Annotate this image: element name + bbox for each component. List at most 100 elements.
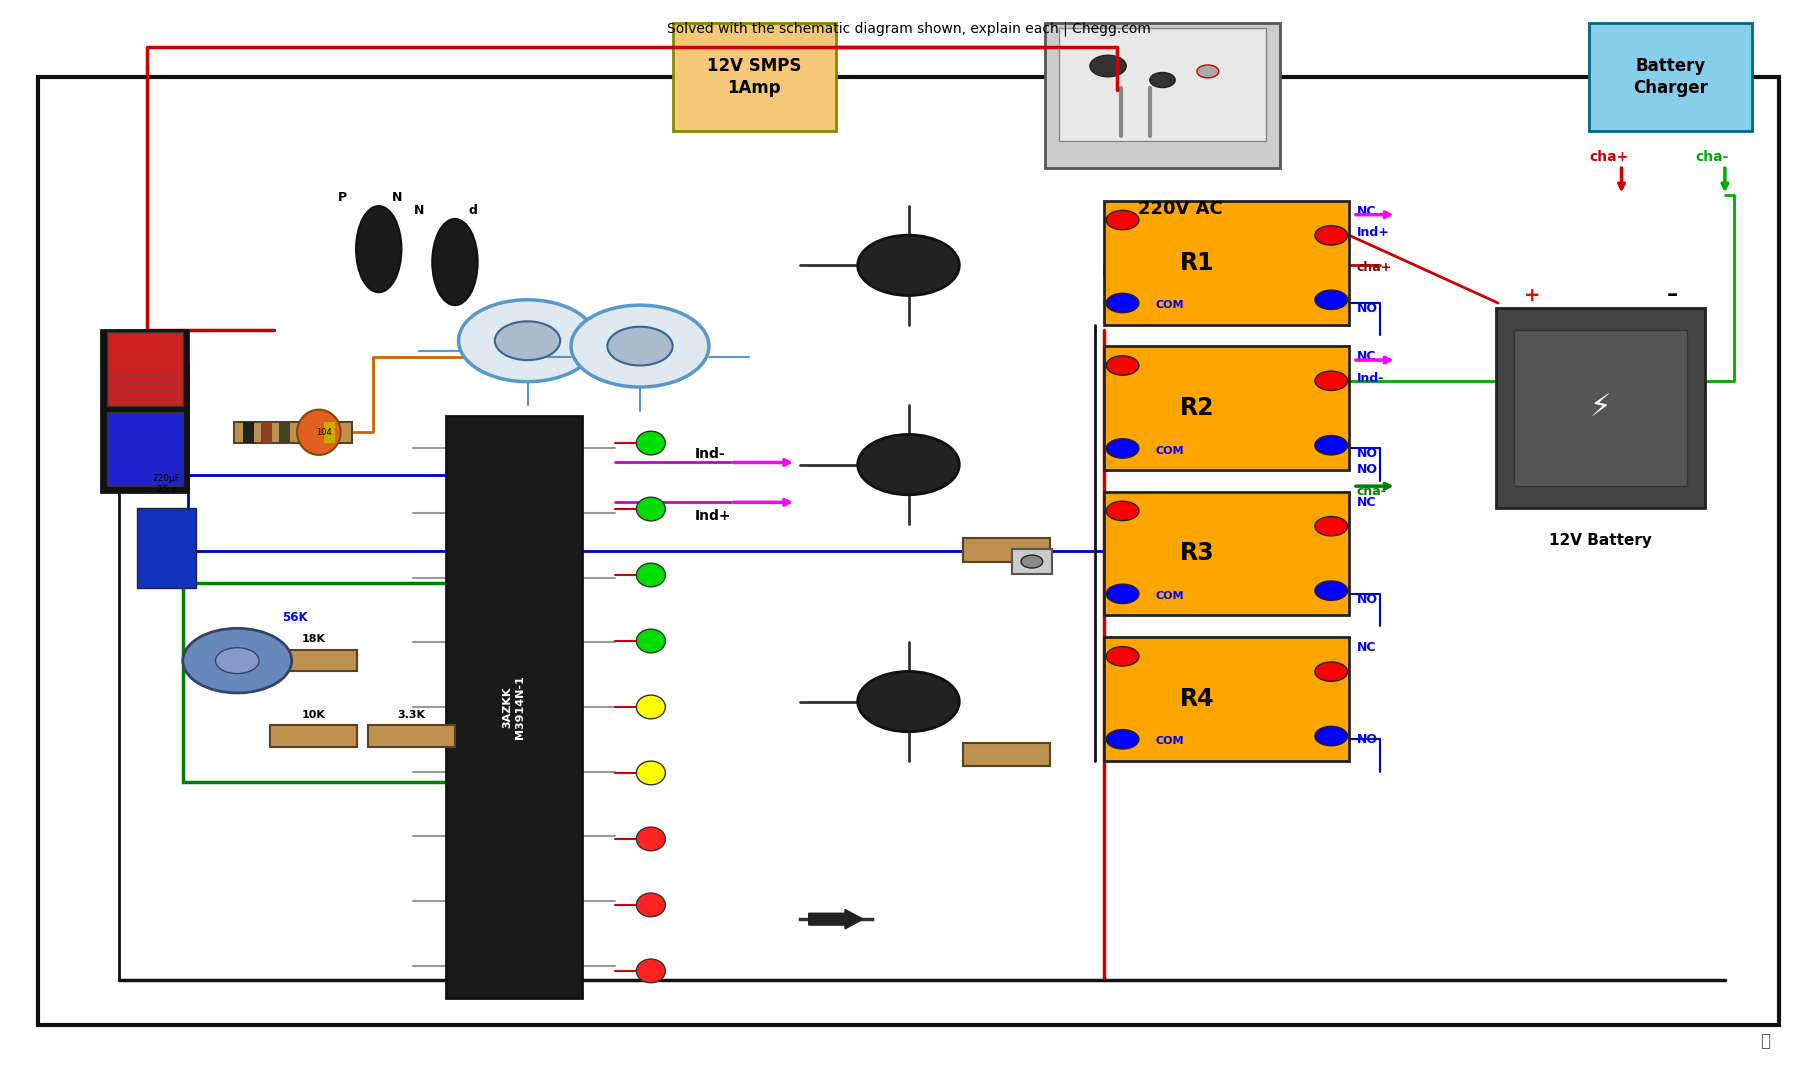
FancyBboxPatch shape [963,538,1050,562]
Text: Solved with the schematic diagram shown, explain each | Chegg.com: Solved with the schematic diagram shown,… [667,22,1150,36]
FancyBboxPatch shape [1059,28,1266,141]
Circle shape [1316,291,1348,310]
Text: 10K: 10K [302,710,325,719]
Text: NO: NO [1357,447,1377,460]
Text: Ind+: Ind+ [694,510,730,524]
Text: 12V SMPS
1Amp: 12V SMPS 1Amp [707,56,801,97]
Circle shape [1090,55,1127,77]
Text: NO: NO [1357,593,1377,606]
FancyBboxPatch shape [963,743,1050,766]
Text: d: d [469,204,478,217]
Text: R2: R2 [1181,396,1216,420]
Text: NO: NO [1357,463,1377,476]
Text: NC: NC [1357,205,1375,218]
Circle shape [1107,730,1139,750]
Text: 12V Battery: 12V Battery [1550,532,1652,548]
Circle shape [1021,555,1043,568]
Text: COM: COM [1156,737,1183,746]
Text: cha+: cha+ [1357,261,1392,274]
Text: NC: NC [1357,642,1375,654]
Text: cha+: cha+ [1590,149,1628,163]
FancyBboxPatch shape [445,416,581,998]
Text: NC: NC [1357,496,1375,509]
FancyBboxPatch shape [323,421,334,443]
Circle shape [1107,355,1139,375]
Circle shape [858,434,959,495]
FancyBboxPatch shape [1105,491,1350,616]
Circle shape [184,629,293,693]
FancyBboxPatch shape [1514,330,1686,486]
FancyBboxPatch shape [38,77,1779,1025]
Ellipse shape [636,630,665,652]
FancyArrow shape [809,909,863,929]
FancyBboxPatch shape [1105,637,1350,760]
Text: COM: COM [1156,446,1183,456]
Ellipse shape [298,409,340,455]
FancyBboxPatch shape [271,650,356,672]
Circle shape [216,648,260,674]
FancyBboxPatch shape [1045,23,1281,168]
Text: NO: NO [1357,733,1377,746]
Circle shape [1316,435,1348,455]
Circle shape [858,235,959,296]
Circle shape [458,300,596,381]
FancyBboxPatch shape [1105,201,1350,325]
Text: COM: COM [1156,300,1183,310]
FancyBboxPatch shape [280,421,291,443]
FancyBboxPatch shape [234,421,351,443]
FancyBboxPatch shape [243,421,254,443]
Circle shape [1107,647,1139,666]
Text: COM: COM [1156,591,1183,600]
Text: R3: R3 [1181,541,1216,566]
Circle shape [1107,438,1139,458]
Circle shape [1316,662,1348,681]
Text: Ind-: Ind- [1357,372,1385,384]
Circle shape [1107,211,1139,230]
Circle shape [1107,584,1139,604]
Circle shape [1316,581,1348,600]
Circle shape [1197,65,1219,78]
Ellipse shape [636,431,665,455]
Text: N: N [392,191,402,204]
Text: R1: R1 [1181,251,1216,274]
Text: N: N [414,204,423,217]
Text: 3.3K: 3.3K [398,710,425,719]
FancyBboxPatch shape [1497,309,1704,508]
FancyBboxPatch shape [1012,549,1052,575]
Circle shape [1150,72,1176,87]
Ellipse shape [636,761,665,785]
Circle shape [1316,226,1348,245]
Text: –: – [1666,285,1677,306]
Ellipse shape [636,827,665,851]
FancyBboxPatch shape [262,421,273,443]
Circle shape [1316,516,1348,536]
Ellipse shape [356,206,402,293]
FancyBboxPatch shape [102,330,189,491]
Text: 56K: 56K [282,611,309,624]
FancyBboxPatch shape [367,726,454,747]
Ellipse shape [636,893,665,917]
Text: NO: NO [1357,302,1377,315]
Text: 220V AC: 220V AC [1137,200,1223,218]
Text: 104: 104 [316,428,333,436]
Text: ⚡: ⚡ [1590,393,1612,422]
Text: R4: R4 [1181,687,1216,711]
Text: cha-: cha- [1357,485,1386,498]
FancyBboxPatch shape [271,726,356,747]
FancyBboxPatch shape [1105,346,1350,470]
FancyBboxPatch shape [672,23,836,131]
Text: NC: NC [1357,350,1375,363]
Text: Ind+: Ind+ [1357,227,1390,240]
Ellipse shape [636,563,665,586]
Ellipse shape [636,959,665,983]
Circle shape [1107,501,1139,521]
FancyBboxPatch shape [107,332,184,406]
Circle shape [571,306,709,387]
Circle shape [607,327,672,365]
Ellipse shape [636,696,665,719]
Circle shape [1316,372,1348,391]
Text: 18K: 18K [302,634,325,644]
Circle shape [494,322,560,360]
Ellipse shape [432,219,478,306]
Text: P: P [338,191,347,204]
